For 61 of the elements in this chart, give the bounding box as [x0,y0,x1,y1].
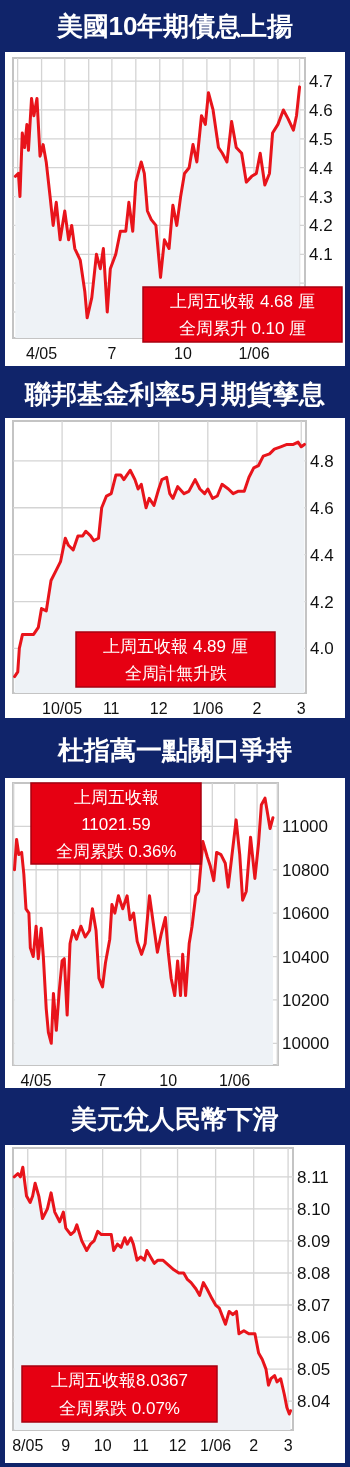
y-tick-label: 4.3 [309,187,333,207]
y-tick-label: 10600 [282,904,330,924]
y-tick-label: 10800 [282,860,330,880]
y-tick-label: 4.6 [310,498,334,518]
x-tick-label: 10 [159,1072,178,1089]
x-tick-label: 10 [93,1437,112,1454]
x-tick-label: 11 [102,700,120,717]
annotation: 全周累升 0.10 厘 [178,319,307,339]
annotation: 全周累跌 0.36% [55,841,177,861]
y-tick-label: 8.08 [297,1263,331,1283]
y-tick-label: 8.10 [297,1199,331,1219]
x-tick-label: 2 [252,700,262,717]
y-tick-label: 4.0 [310,639,334,659]
annotation: 全周累跌 0.07% [59,1399,180,1418]
annotation: 上周五收報 4.89 厘 [103,636,248,656]
y-tick-label: 8.09 [297,1231,331,1251]
x-tick-label: 11 [132,1437,150,1454]
chart-title: 聯邦基金利率5月期貨孳息 [23,379,326,409]
chart-title: 美元兌人民幣下滑 [70,1103,279,1134]
x-tick-label: 7 [107,345,117,362]
annotation: 上周五收報 [73,787,159,807]
x-tick-label: 9 [61,1437,71,1454]
x-tick-label: 4/05 [26,345,58,362]
y-tick-label: 10200 [282,990,330,1010]
y-tick-label: 4.5 [309,129,333,149]
y-tick-label: 4.2 [310,592,334,612]
x-tick-label: 1/06 [200,1437,232,1454]
x-tick-label: 10 [174,345,192,362]
annotation: 11021.59 [81,814,151,834]
x-tick-label: 1/06 [192,700,224,717]
y-tick-label: 10400 [282,947,330,967]
y-tick-label: 4.6 [309,100,333,120]
x-tick-label: 1/06 [238,345,270,362]
y-tick-label: 4.2 [309,216,333,236]
x-tick-label: 12 [168,1437,187,1454]
x-tick-label: 1/06 [219,1072,251,1089]
y-tick-label: 4.4 [309,158,333,178]
y-tick-label: 4.8 [310,451,334,471]
y-tick-label: 4.7 [309,72,333,92]
x-tick-label: 10/05 [42,700,83,717]
y-tick-label: 8.05 [297,1360,331,1380]
x-tick-label: 3 [283,1437,293,1454]
x-tick-label: 8/05 [12,1437,44,1454]
annotation: 上周五收報8.0367 [51,1371,188,1390]
y-tick-label: 11000 [282,817,329,837]
chart-title: 杜指萬一點關口爭持 [57,735,292,765]
x-tick-label: 4/05 [20,1072,52,1089]
x-tick-label: 12 [149,700,168,717]
y-tick-label: 8.06 [297,1328,331,1348]
chart-title: 美國10年期債息上揚 [55,11,294,41]
x-tick-label: 7 [97,1072,107,1089]
y-tick-label: 4.1 [309,245,333,265]
y-tick-label: 8.11 [297,1167,329,1187]
annotation: 全周計無升跌 [124,664,227,684]
x-tick-label: 3 [296,700,306,717]
annotation: 上周五收報 4.68 厘 [170,291,315,311]
x-tick-label: 2 [249,1437,259,1454]
y-tick-label: 4.4 [310,545,334,565]
y-tick-label: 10000 [282,1034,330,1054]
y-tick-label: 8.04 [297,1392,331,1412]
y-tick-label: 8.07 [297,1296,331,1316]
